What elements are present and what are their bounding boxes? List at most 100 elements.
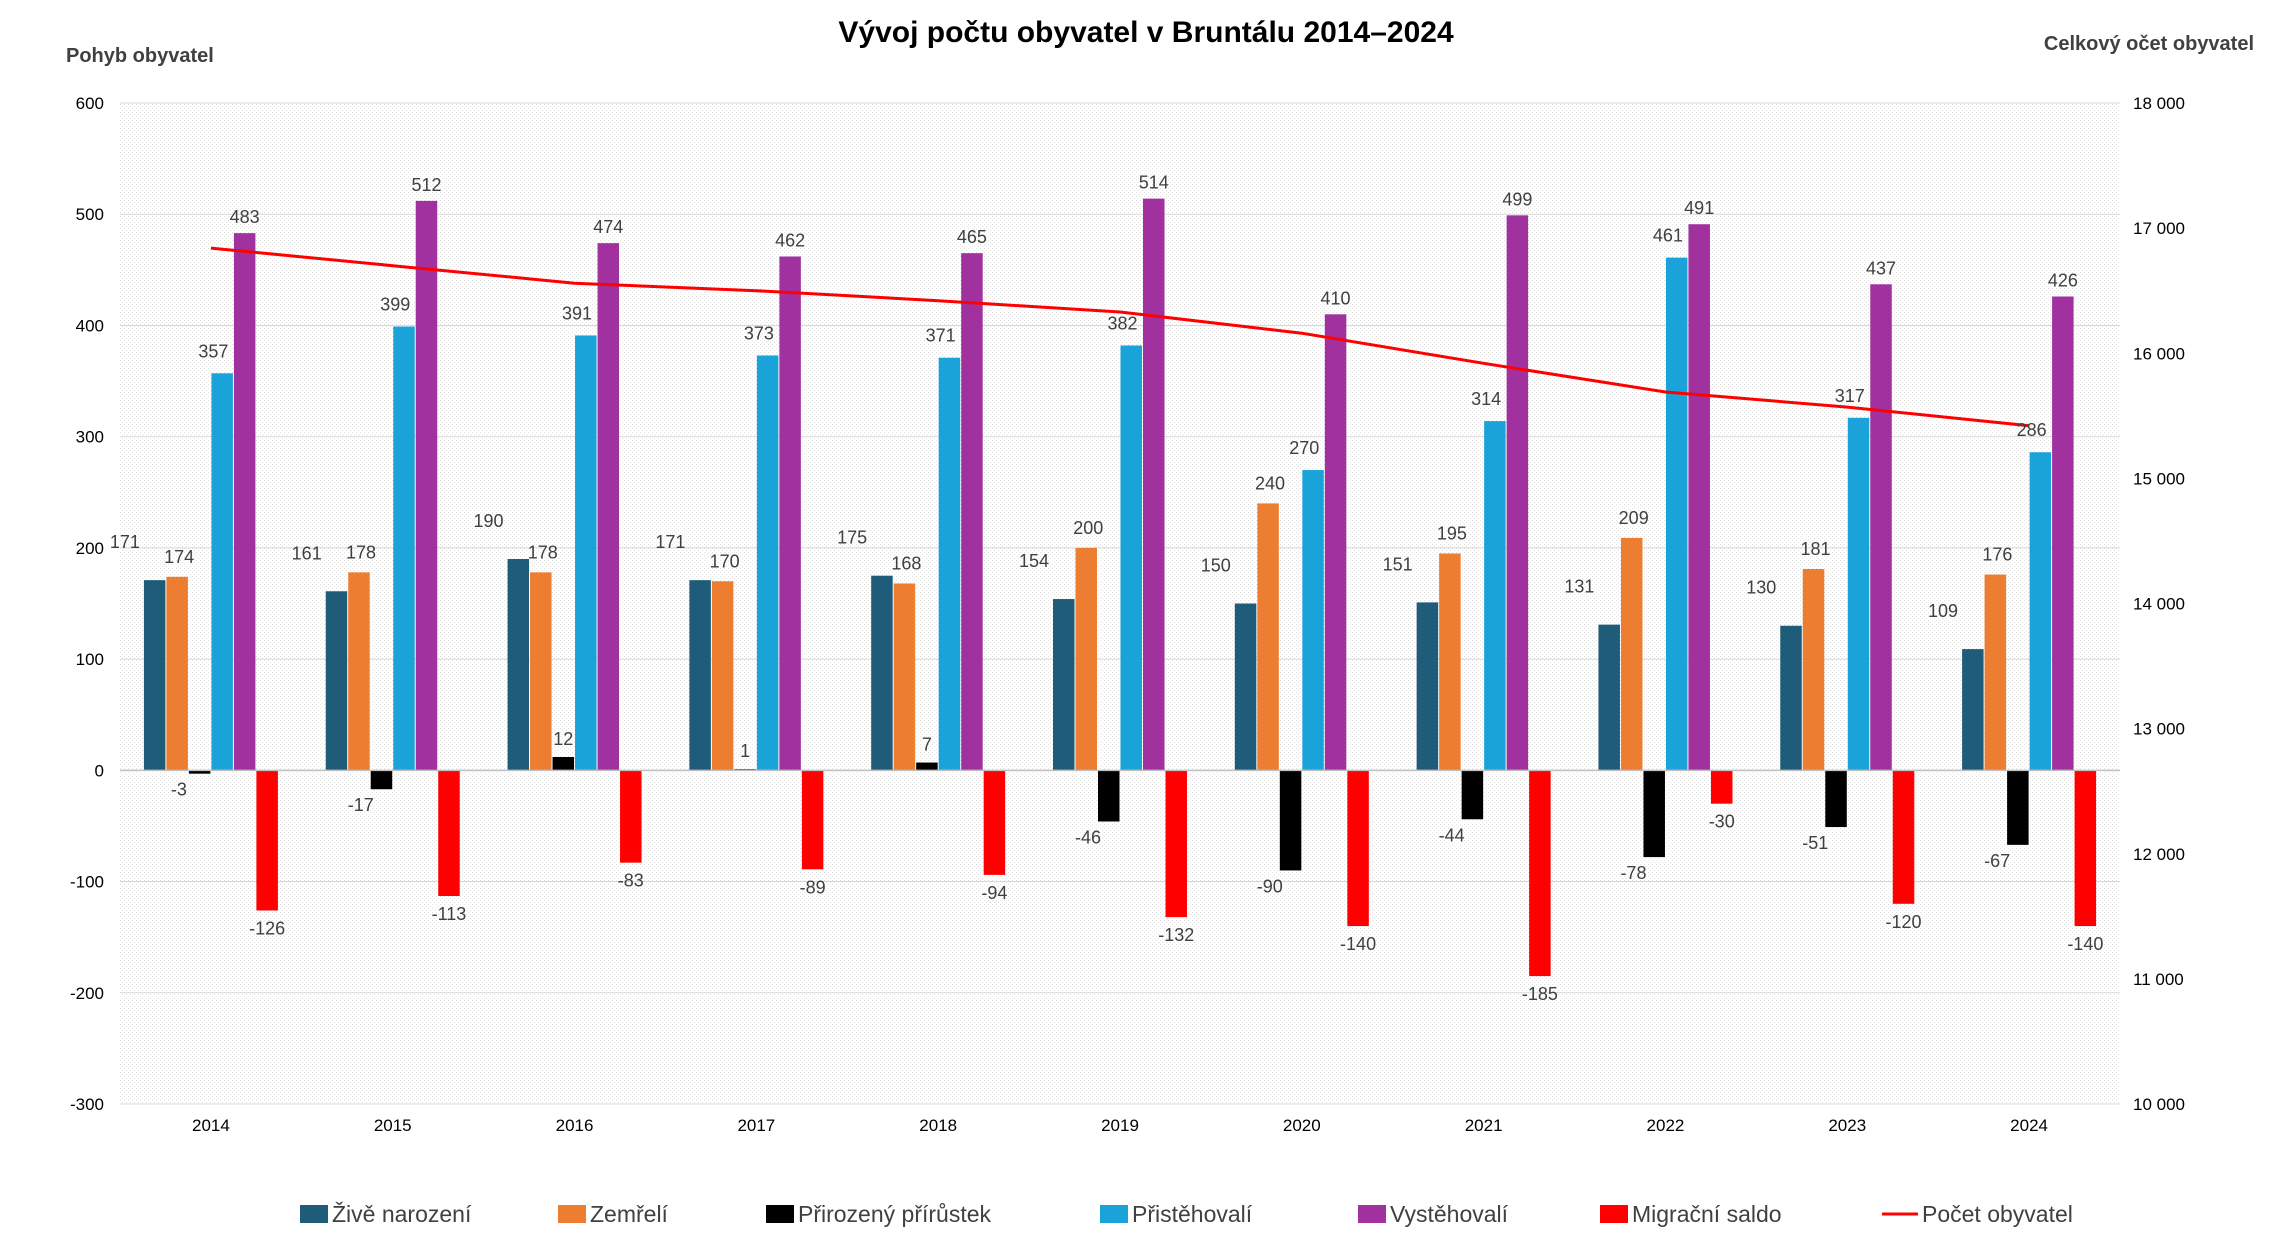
y-tick-label: -100 <box>70 873 104 892</box>
bar <box>575 335 597 771</box>
chart-title: Vývoj počtu obyvatel v Bruntálu 2014–202… <box>838 16 1454 49</box>
data-label: 1 <box>740 741 750 761</box>
data-label: 499 <box>1502 189 1532 209</box>
x-tick-label: 2017 <box>737 1116 775 1135</box>
data-label: 410 <box>1321 288 1351 308</box>
bar <box>1484 421 1506 771</box>
y2-tick-label: 10 000 <box>2133 1095 2185 1114</box>
data-label: 178 <box>346 542 376 562</box>
bar <box>689 580 711 771</box>
bar <box>1120 345 1142 771</box>
bars <box>143 198 2097 977</box>
data-labels: 171 174 -3 357 483 -126 161 178 -17 399 512 -113 190… <box>110 173 2103 1004</box>
data-label: -46 <box>1075 827 1101 847</box>
y2-tick-label: 13 000 <box>2133 720 2185 739</box>
data-label: 465 <box>957 227 987 247</box>
bar <box>415 200 438 771</box>
x-tick-label: 2023 <box>1828 1116 1866 1135</box>
data-label: 190 <box>473 511 503 531</box>
y2-tick-label: 17 000 <box>2133 219 2185 238</box>
bar <box>1257 503 1279 771</box>
bar <box>1665 257 1688 771</box>
data-label: 181 <box>1800 539 1830 559</box>
data-label: 483 <box>230 207 260 227</box>
data-label: 371 <box>926 326 956 346</box>
bar <box>916 762 938 771</box>
data-label: -78 <box>1620 863 1646 883</box>
data-label: -3 <box>171 780 187 800</box>
data-label: 176 <box>1982 545 2012 565</box>
data-label: 131 <box>1564 577 1594 597</box>
x-tick-label: 2015 <box>374 1116 412 1135</box>
bar <box>1416 602 1439 771</box>
legend-swatch <box>300 1205 328 1223</box>
data-label: 373 <box>744 323 774 343</box>
bar <box>348 572 370 771</box>
bar <box>1643 770 1665 858</box>
data-label: 175 <box>837 528 867 548</box>
y-tick-label: 400 <box>76 316 104 335</box>
bar <box>1710 770 1733 804</box>
bar <box>325 591 348 771</box>
bar <box>1620 537 1643 771</box>
data-label: 391 <box>562 303 592 323</box>
bar <box>597 243 620 771</box>
data-label: 178 <box>528 542 558 562</box>
data-label: -120 <box>1886 912 1922 932</box>
data-label: 171 <box>110 532 140 552</box>
data-label: -140 <box>2067 934 2103 954</box>
data-label: 461 <box>1653 226 1683 246</box>
y-tick-label: 600 <box>76 94 104 113</box>
legend-label: Vystěhovalí <box>1390 1201 1509 1227</box>
data-label: 174 <box>164 547 194 567</box>
data-label: 426 <box>2048 271 2078 291</box>
bar <box>1688 224 1710 771</box>
data-label: -51 <box>1802 833 1828 853</box>
x-tick-label: 2018 <box>919 1116 957 1135</box>
bar <box>1461 770 1484 820</box>
bar <box>711 581 734 771</box>
bar <box>1143 198 1165 771</box>
y2-tick-label: 15 000 <box>2133 469 2185 488</box>
data-label: 314 <box>1471 389 1501 409</box>
data-label: -67 <box>1984 851 2010 871</box>
bar <box>801 770 824 870</box>
bar <box>507 559 530 771</box>
bar <box>530 572 552 771</box>
data-label: -140 <box>1340 934 1376 954</box>
series-line <box>210 246 2030 428</box>
bar <box>1075 547 1097 771</box>
data-label: 151 <box>1383 554 1413 574</box>
data-label: 171 <box>655 532 685 552</box>
legend: Živě narození Zemřelí Přirozený přírůstek P… <box>300 1201 2073 1227</box>
y2-tick-label: 14 000 <box>2133 595 2185 614</box>
bar <box>1302 470 1324 771</box>
y-tick-label: 500 <box>76 205 104 224</box>
bar <box>1053 599 1075 771</box>
data-label: 195 <box>1437 523 1467 543</box>
data-label: -132 <box>1158 925 1194 945</box>
data-label: 317 <box>1835 386 1865 406</box>
bar <box>1324 314 1347 771</box>
bar <box>438 770 460 897</box>
y2-axis-title: Celkový očet obyvatel <box>2044 33 2254 55</box>
data-label: 154 <box>1019 551 1049 571</box>
bar <box>1098 770 1120 822</box>
y2-tick-label: 16 000 <box>2133 344 2185 363</box>
y-axis-title: Pohyb obyvatel <box>66 45 214 67</box>
bar <box>233 233 256 771</box>
y2-tick-label: 12 000 <box>2133 845 2185 864</box>
bar <box>1962 649 1984 771</box>
bar <box>1780 625 1802 771</box>
data-label: 130 <box>1746 578 1776 598</box>
data-label: 161 <box>292 543 322 563</box>
y-tick-label: 300 <box>76 428 104 447</box>
bar <box>983 770 1006 875</box>
axes: 600 500 400 300 200 100 0 -100 -200 -300 18 000 17 … <box>70 94 2185 1135</box>
x-tick-label: 2020 <box>1283 1116 1321 1135</box>
legend-label: Přirozený přírůstek <box>798 1201 992 1227</box>
y-tick-label: 0 <box>95 761 104 780</box>
data-label: 512 <box>411 175 441 195</box>
data-label: -113 <box>432 904 467 924</box>
